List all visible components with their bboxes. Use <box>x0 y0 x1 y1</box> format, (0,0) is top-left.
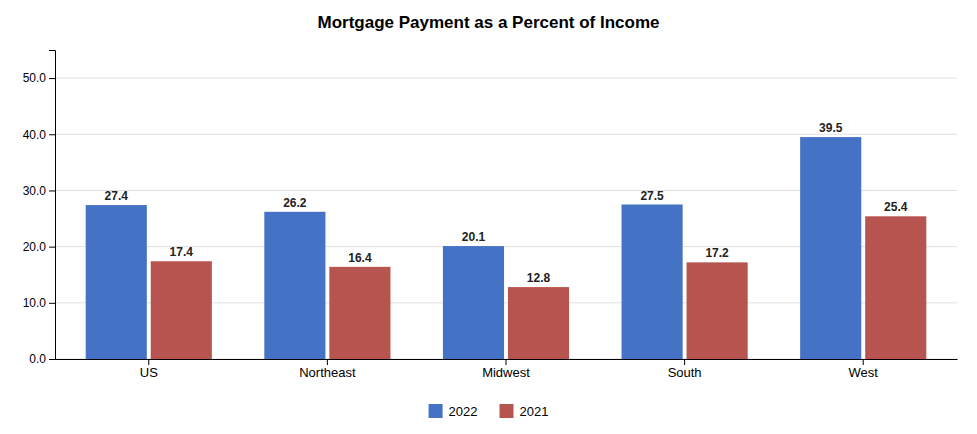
legend-label: 2021 <box>520 404 549 419</box>
tick-label: 0.0 <box>29 352 46 366</box>
data-label: 27.5 <box>640 189 664 203</box>
y-tick: 20.0 <box>23 240 55 254</box>
x-tick: Northeast <box>299 359 356 380</box>
bar <box>264 212 325 359</box>
tick-mark <box>49 134 55 135</box>
data-label: 27.4 <box>105 189 129 203</box>
legend: 2022 2021 <box>429 404 549 419</box>
data-label: 17.2 <box>705 246 729 260</box>
tick-mark <box>49 247 55 248</box>
chart: Mortgage Payment as a Percent of Income 2… <box>0 0 977 434</box>
grid <box>55 78 957 359</box>
x-tick: Midwest <box>482 359 530 380</box>
bar <box>151 261 212 359</box>
tick-label: South <box>668 365 702 380</box>
y-tick: 50.0 <box>23 71 55 85</box>
data-label: 39.5 <box>819 121 843 135</box>
y-axis: 0.0 10.0 20.0 30.0 40.0 50.0 <box>23 51 56 367</box>
legend-item: 2021 <box>500 404 549 419</box>
y-tick: 30.0 <box>23 184 55 198</box>
bars <box>86 137 927 359</box>
tick-label: Northeast <box>299 365 356 380</box>
tick-mark <box>49 359 55 360</box>
data-label: 20.1 <box>462 230 486 244</box>
bar <box>687 262 748 359</box>
tick-mark <box>506 359 507 365</box>
tick-mark <box>148 359 149 365</box>
tick-label: Midwest <box>482 365 530 380</box>
x-tick: US <box>140 359 158 380</box>
y-tick: 0.0 <box>29 352 55 366</box>
legend-item: 2022 <box>429 404 478 419</box>
bar <box>800 137 861 359</box>
data-label: 16.4 <box>348 251 372 265</box>
tick-mark <box>49 303 55 304</box>
tick-label: US <box>140 365 158 380</box>
legend-swatch <box>500 404 514 418</box>
plot: 27.4 26.2 20.1 27.5 39.5 17.4 16.4 12.8 17.2 25.4… <box>23 51 958 381</box>
tick-mark <box>327 359 328 365</box>
data-label: 25.4 <box>884 200 908 214</box>
axis-line <box>49 51 56 360</box>
data-labels: 27.4 26.2 20.1 27.5 39.5 17.4 16.4 12.8 17.2 25.4 <box>105 121 908 285</box>
tick-label: 30.0 <box>23 184 47 198</box>
bar <box>86 205 147 359</box>
grid-line <box>55 78 957 79</box>
bar <box>622 205 683 360</box>
x-tick: South <box>668 359 702 380</box>
tick-label: 20.0 <box>23 240 47 254</box>
tick-mark <box>49 190 55 191</box>
tick-mark <box>49 78 55 79</box>
bar <box>508 287 569 359</box>
title: Mortgage Payment as a Percent of Income <box>318 13 660 32</box>
tick-label: 10.0 <box>23 296 47 310</box>
tick-label: 40.0 <box>23 128 47 142</box>
bar <box>865 216 926 359</box>
data-label: 26.2 <box>283 196 307 210</box>
y-tick: 40.0 <box>23 128 55 142</box>
tick-mark <box>684 359 685 365</box>
y-tick: 10.0 <box>23 296 55 310</box>
x-axis: US Northeast Midwest South West <box>56 359 958 380</box>
tick-label: West <box>849 365 879 380</box>
data-label: 17.4 <box>170 245 194 259</box>
tick-label: 50.0 <box>23 71 47 85</box>
legend-swatch <box>429 404 443 418</box>
legend-label: 2022 <box>449 404 478 419</box>
bar <box>329 267 390 359</box>
tick-mark <box>863 359 864 365</box>
x-tick: West <box>849 359 879 380</box>
bar <box>443 246 504 359</box>
data-label: 12.8 <box>527 271 551 285</box>
